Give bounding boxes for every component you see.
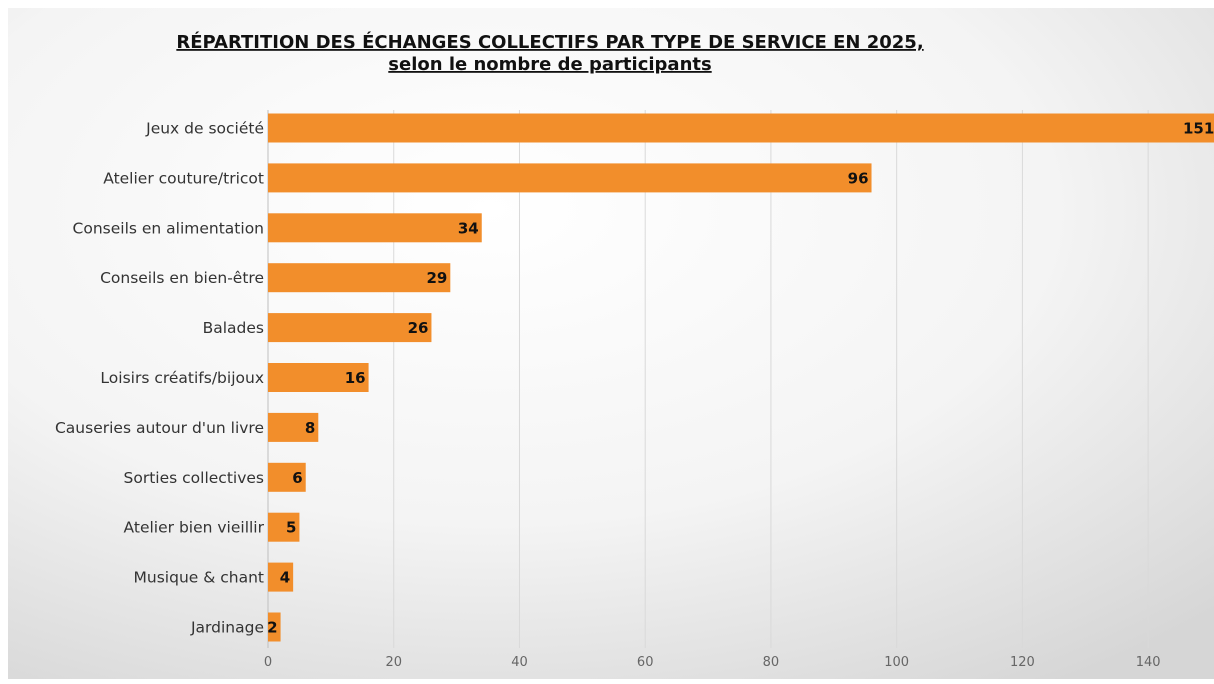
data-label: 5	[286, 519, 296, 537]
category-label: Sorties collectives	[124, 469, 264, 487]
x-tick-label: 20	[385, 655, 402, 670]
bar	[268, 412, 319, 442]
bar	[268, 113, 1214, 143]
bar	[268, 263, 451, 293]
data-label: 8	[305, 419, 315, 437]
data-label: 29	[426, 269, 447, 287]
category-label: Balades	[203, 319, 264, 337]
category-label: Loisirs créatifs/bijoux	[100, 369, 264, 387]
category-label: Jardinage	[190, 619, 264, 637]
bar	[268, 213, 482, 243]
data-label: 6	[292, 469, 302, 487]
x-tick-label: 40	[511, 655, 528, 670]
bar	[268, 462, 306, 492]
data-label: 96	[848, 169, 869, 187]
chart-title: RÉPARTITION DES ÉCHANGES COLLECTIFS PAR …	[176, 31, 923, 53]
category-label: Conseils en alimentation	[73, 219, 264, 237]
category-label: Atelier bien vieillir	[124, 519, 265, 537]
data-label: 26	[408, 319, 429, 337]
bar	[268, 313, 432, 343]
chart-subtitle: selon le nombre de participants	[388, 54, 711, 75]
category-label: Causeries autour d'un livre	[55, 419, 264, 437]
bar	[268, 562, 294, 592]
bar	[268, 163, 872, 193]
category-label: Musique & chant	[134, 569, 264, 587]
category-label: Jeux de société	[145, 120, 264, 138]
bar	[268, 363, 369, 392]
category-label: Conseils en bien-être	[100, 269, 264, 287]
x-tick-label: 140	[1136, 655, 1161, 670]
x-tick-label: 60	[637, 655, 654, 670]
bar	[268, 612, 281, 642]
bar	[268, 512, 300, 542]
x-tick-label: 120	[1010, 655, 1035, 670]
data-label: 2	[267, 619, 277, 637]
data-label: 34	[458, 219, 479, 237]
x-tick-label: 80	[763, 655, 780, 670]
data-label: 4	[280, 569, 290, 587]
data-label: 151	[1183, 120, 1214, 138]
data-label: 16	[345, 369, 366, 387]
category-label: Atelier couture/tricot	[103, 169, 264, 187]
x-tick-label: 100	[884, 655, 909, 670]
x-tick-label: 0	[264, 655, 272, 670]
